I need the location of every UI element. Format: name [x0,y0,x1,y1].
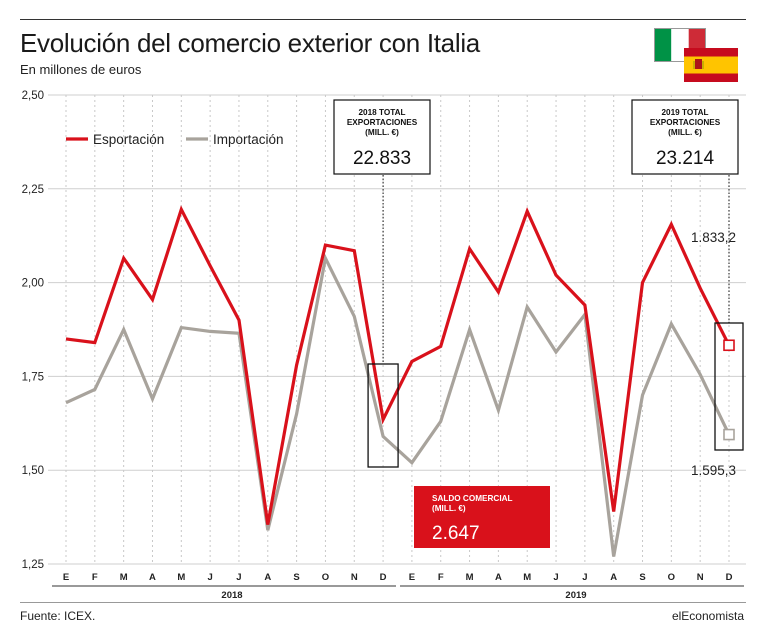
y-tick-label: 1,50 [22,465,44,477]
x-tick-label: S [639,572,645,583]
total-2018-value: 22.833 [353,148,411,169]
x-tick-label: A [610,572,617,583]
y-tick-label: 2,00 [22,278,44,290]
y-tick-label: 1,75 [22,371,44,383]
source-note: Fuente: ICEX. [20,609,96,623]
total-2018-heading: 2018 TOTAL [358,108,405,117]
chart-title: Evolución del comercio exterior con Ital… [20,28,480,58]
x-tick-label: J [236,572,241,583]
x-tick-label: D [726,572,733,583]
saldo-comercial-value: 2.647 [432,523,480,544]
y-tick-label: 2,50 [22,90,44,102]
x-tick-label: E [409,572,415,583]
x-tick-label: S [293,572,299,583]
y-tick-label: 2,25 [22,184,44,196]
x-tick-label: F [92,572,98,583]
legend-label-export: Esportación [93,132,164,147]
saldo-comercial-heading: SALDO COMERCIAL [432,494,513,503]
top-rule [20,19,746,20]
total-2019-heading: 2019 TOTAL [661,108,708,117]
y-tick-label: 1,25 [22,559,44,571]
x-tick-label: D [380,572,387,583]
export-last-value-label: 1.833,2 [691,230,736,245]
saldo-comercial-box [414,486,550,548]
x-tick-label: A [264,572,271,583]
legend-label-import: Importación [213,132,284,147]
chart-subtitle: En millones de euros [20,62,142,77]
year-label-2018: 2018 [221,590,242,601]
export-end-marker [723,339,735,352]
x-tick-label: O [322,572,329,583]
x-tick-label: M [177,572,185,583]
x-tick-label: M [523,572,531,583]
import-end-marker [723,428,735,441]
x-tick-label: F [438,572,444,583]
highlight-box-dec-2018 [367,363,399,468]
footer-rule [20,602,746,603]
saldo-comercial-heading: (MILL. €) [432,504,466,513]
x-tick-label: A [149,572,156,583]
x-tick-label: J [207,572,212,583]
x-tick-label: N [351,572,358,583]
total-2019-heading: (MILL. €) [668,128,702,137]
x-tick-label: A [495,572,502,583]
total-2019-value: 23.214 [656,148,715,169]
total-2018-heading: EXPORTACIONES [347,118,418,127]
x-tick-label: J [553,572,558,583]
x-tick-label: M [466,572,474,583]
x-tick-label: M [120,572,128,583]
x-tick-label: O [668,572,675,583]
total-2019-heading: EXPORTACIONES [650,118,721,127]
import-last-value-label: 1.595,3 [691,463,736,478]
brand-logo-text: elEconomista [671,609,744,623]
x-tick-label: J [582,572,587,583]
x-tick-label: N [697,572,704,583]
spain-flag [684,48,738,82]
coat-of-arms-icon [695,59,702,69]
x-tick-label: E [63,572,69,583]
total-2018-box [333,99,431,175]
year-label-2019: 2019 [565,590,586,601]
total-2019-box [631,99,739,175]
total-2018-heading: (MILL. €) [365,128,399,137]
